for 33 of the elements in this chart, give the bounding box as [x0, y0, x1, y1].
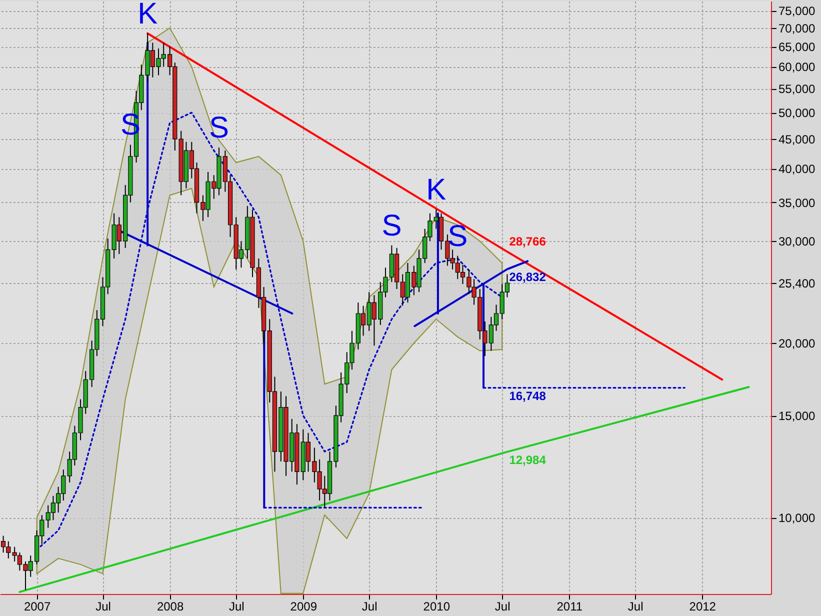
- y-tick-label: 60,000: [778, 60, 816, 74]
- data-label: 26,832: [509, 270, 546, 284]
- y-tick-label: 65,000: [778, 40, 816, 54]
- x-tick-label: 2011: [556, 600, 583, 614]
- y-tick-label: 50,000: [778, 106, 816, 120]
- y-tick-label: 35,000: [778, 196, 816, 210]
- data-label: 28,766: [509, 234, 546, 249]
- y-tick-label: 20,000: [778, 336, 816, 351]
- y-tick-label: 10,000: [778, 511, 816, 526]
- annotation: K: [138, 0, 158, 30]
- x-tick-label: 2012: [689, 600, 716, 614]
- y-tick-label: 25,400: [778, 276, 816, 290]
- y-tick-label: 45,000: [778, 132, 816, 147]
- x-tick-label: Jul: [628, 600, 644, 614]
- annotation: S: [382, 209, 402, 242]
- x-tick-label: 2009: [290, 600, 318, 614]
- x-tick-label: 2007: [24, 600, 51, 614]
- y-tick-label: 30,000: [778, 234, 816, 249]
- y-tick-label: 70,000: [778, 21, 816, 36]
- x-tick-label: Jul: [96, 600, 111, 614]
- x-tick-label: 2008: [156, 600, 184, 614]
- y-tick-label: 55,000: [778, 82, 816, 96]
- x-tick-label: Jul: [228, 600, 244, 614]
- data-label: 12,984: [509, 452, 546, 467]
- y-tick-label: 40,000: [778, 162, 816, 176]
- annotation: K: [426, 174, 446, 207]
- x-tick-label: Jul: [362, 600, 378, 614]
- x-tick-label: 2010: [423, 600, 450, 614]
- x-tick-label: Jul: [494, 600, 510, 614]
- y-tick-label: 15,000: [778, 409, 816, 424]
- y-tick-label: 75,000: [778, 4, 816, 18]
- data-label: 16,748: [509, 388, 546, 403]
- annotation: S: [448, 220, 468, 253]
